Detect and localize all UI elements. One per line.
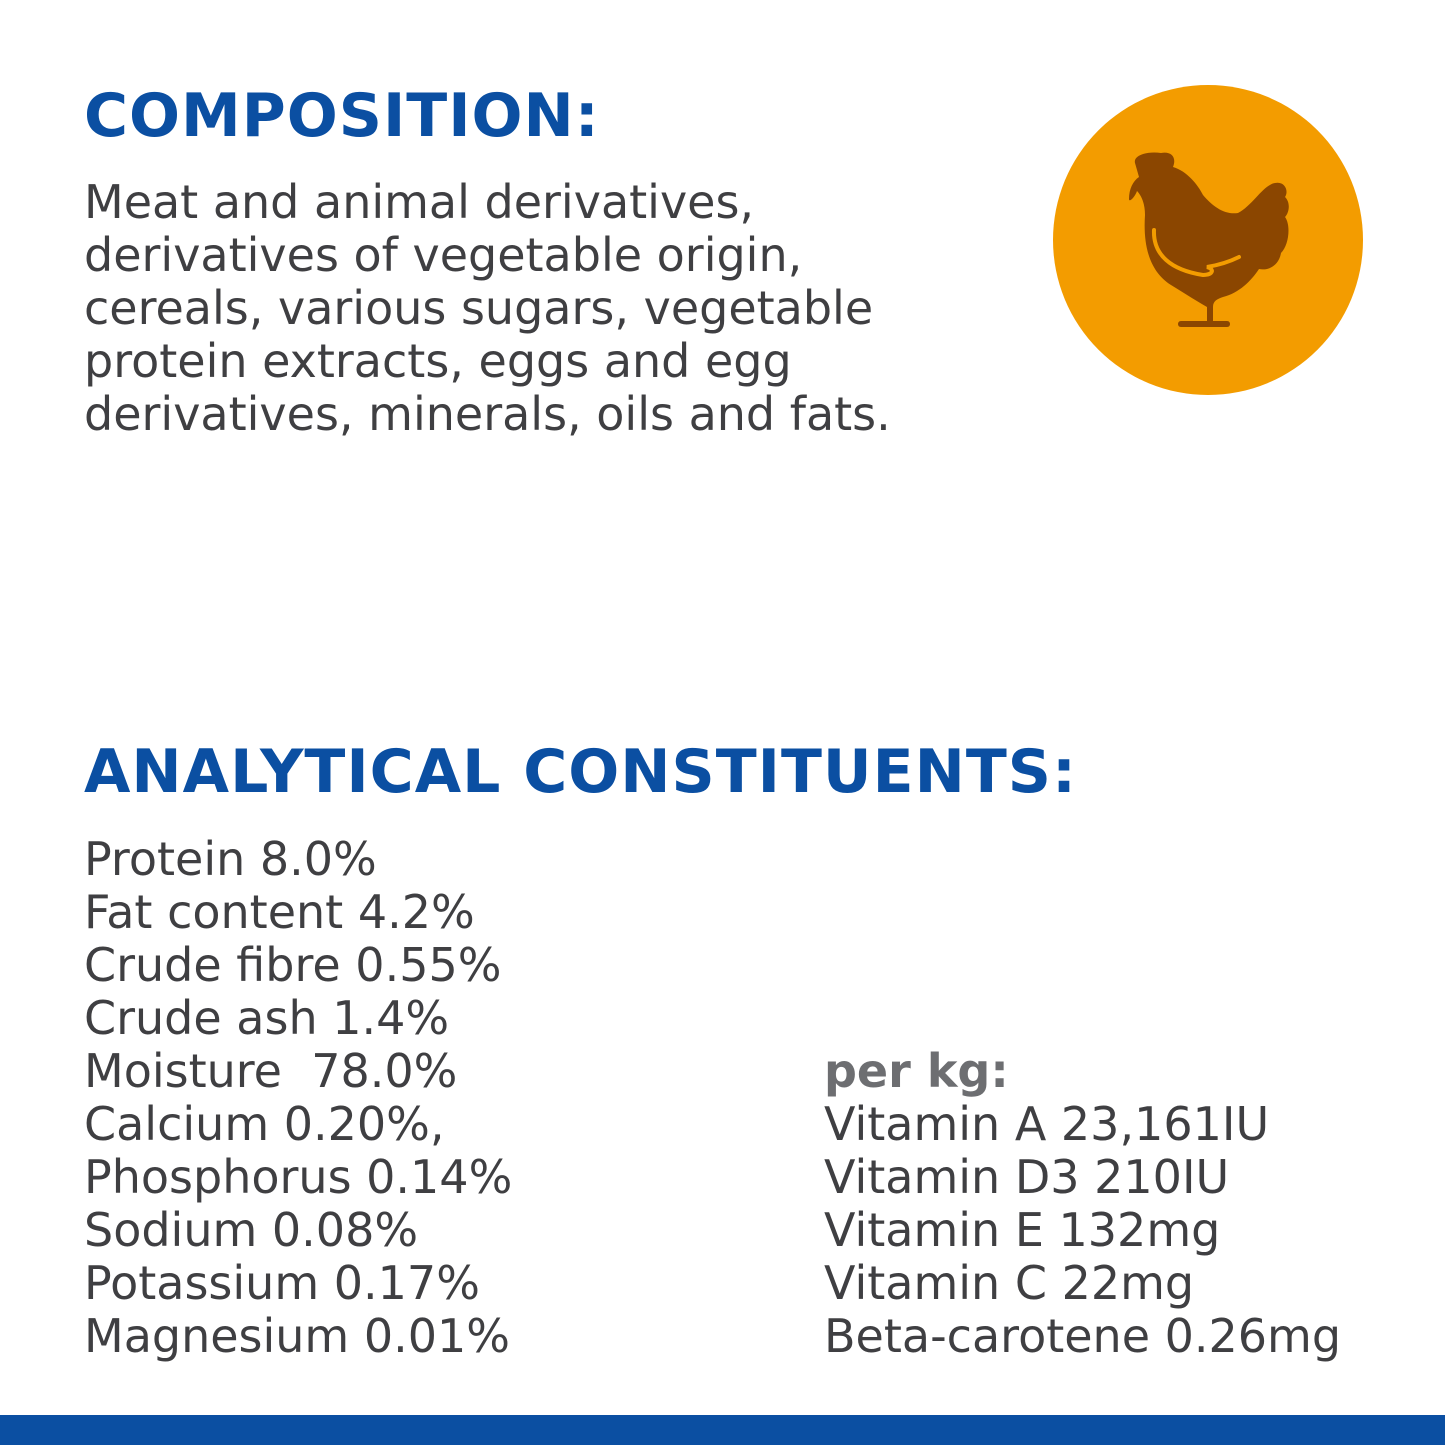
chicken-badge — [1053, 85, 1363, 395]
vitamin-item: Vitamin C 22mg — [824, 1256, 1195, 1310]
composition-text: Meat and animal derivatives, derivatives… — [84, 176, 984, 441]
per-kg-list: per kg: Vitamin A 23,161IU Vitamin D3 21… — [824, 1045, 1341, 1363]
constituent-item: Potassium 0.17% — [84, 1256, 480, 1310]
constituents-list: Protein 8.0% Fat content 4.2% Crude fibr… — [84, 833, 512, 1363]
constituent-item: Crude fibre 0.55% — [84, 938, 502, 992]
vitamin-item: Beta-carotene 0.26mg — [824, 1309, 1342, 1363]
constituent-item: Calcium 0.20%, — [84, 1097, 445, 1151]
constituent-item: Crude ash 1.4% — [84, 991, 450, 1045]
constituent-item: Magnesium 0.01% — [84, 1309, 510, 1363]
vitamin-item: Vitamin A 23,161IU — [824, 1097, 1270, 1151]
bottom-bar — [0, 1415, 1445, 1445]
composition-line: Meat and animal derivatives, — [84, 175, 755, 229]
constituent-item: Phosphorus 0.14% — [84, 1150, 513, 1204]
composition-line: derivatives of vegetable origin, — [84, 228, 803, 282]
composition-line: protein extracts, eggs and egg — [84, 334, 792, 388]
constituent-item: Protein 8.0% — [84, 832, 377, 886]
composition-line: derivatives, minerals, oils and fats. — [84, 387, 891, 441]
chicken-icon — [1053, 85, 1363, 395]
constituent-item: Sodium 0.08% — [84, 1203, 419, 1257]
per-kg-label: per kg: — [824, 1044, 1009, 1098]
composition-line: cereals, various sugars, vegetable — [84, 281, 874, 335]
constituent-item: Fat content 4.2% — [84, 885, 475, 939]
vitamin-item: Vitamin E 132mg — [824, 1203, 1221, 1257]
analytical-heading: ANALYTICAL CONSTITUENTS: — [84, 737, 1077, 807]
constituent-item: Moisture 78.0% — [84, 1044, 458, 1098]
vitamin-item: Vitamin D3 210IU — [824, 1150, 1230, 1204]
composition-heading: COMPOSITION: — [84, 81, 600, 151]
